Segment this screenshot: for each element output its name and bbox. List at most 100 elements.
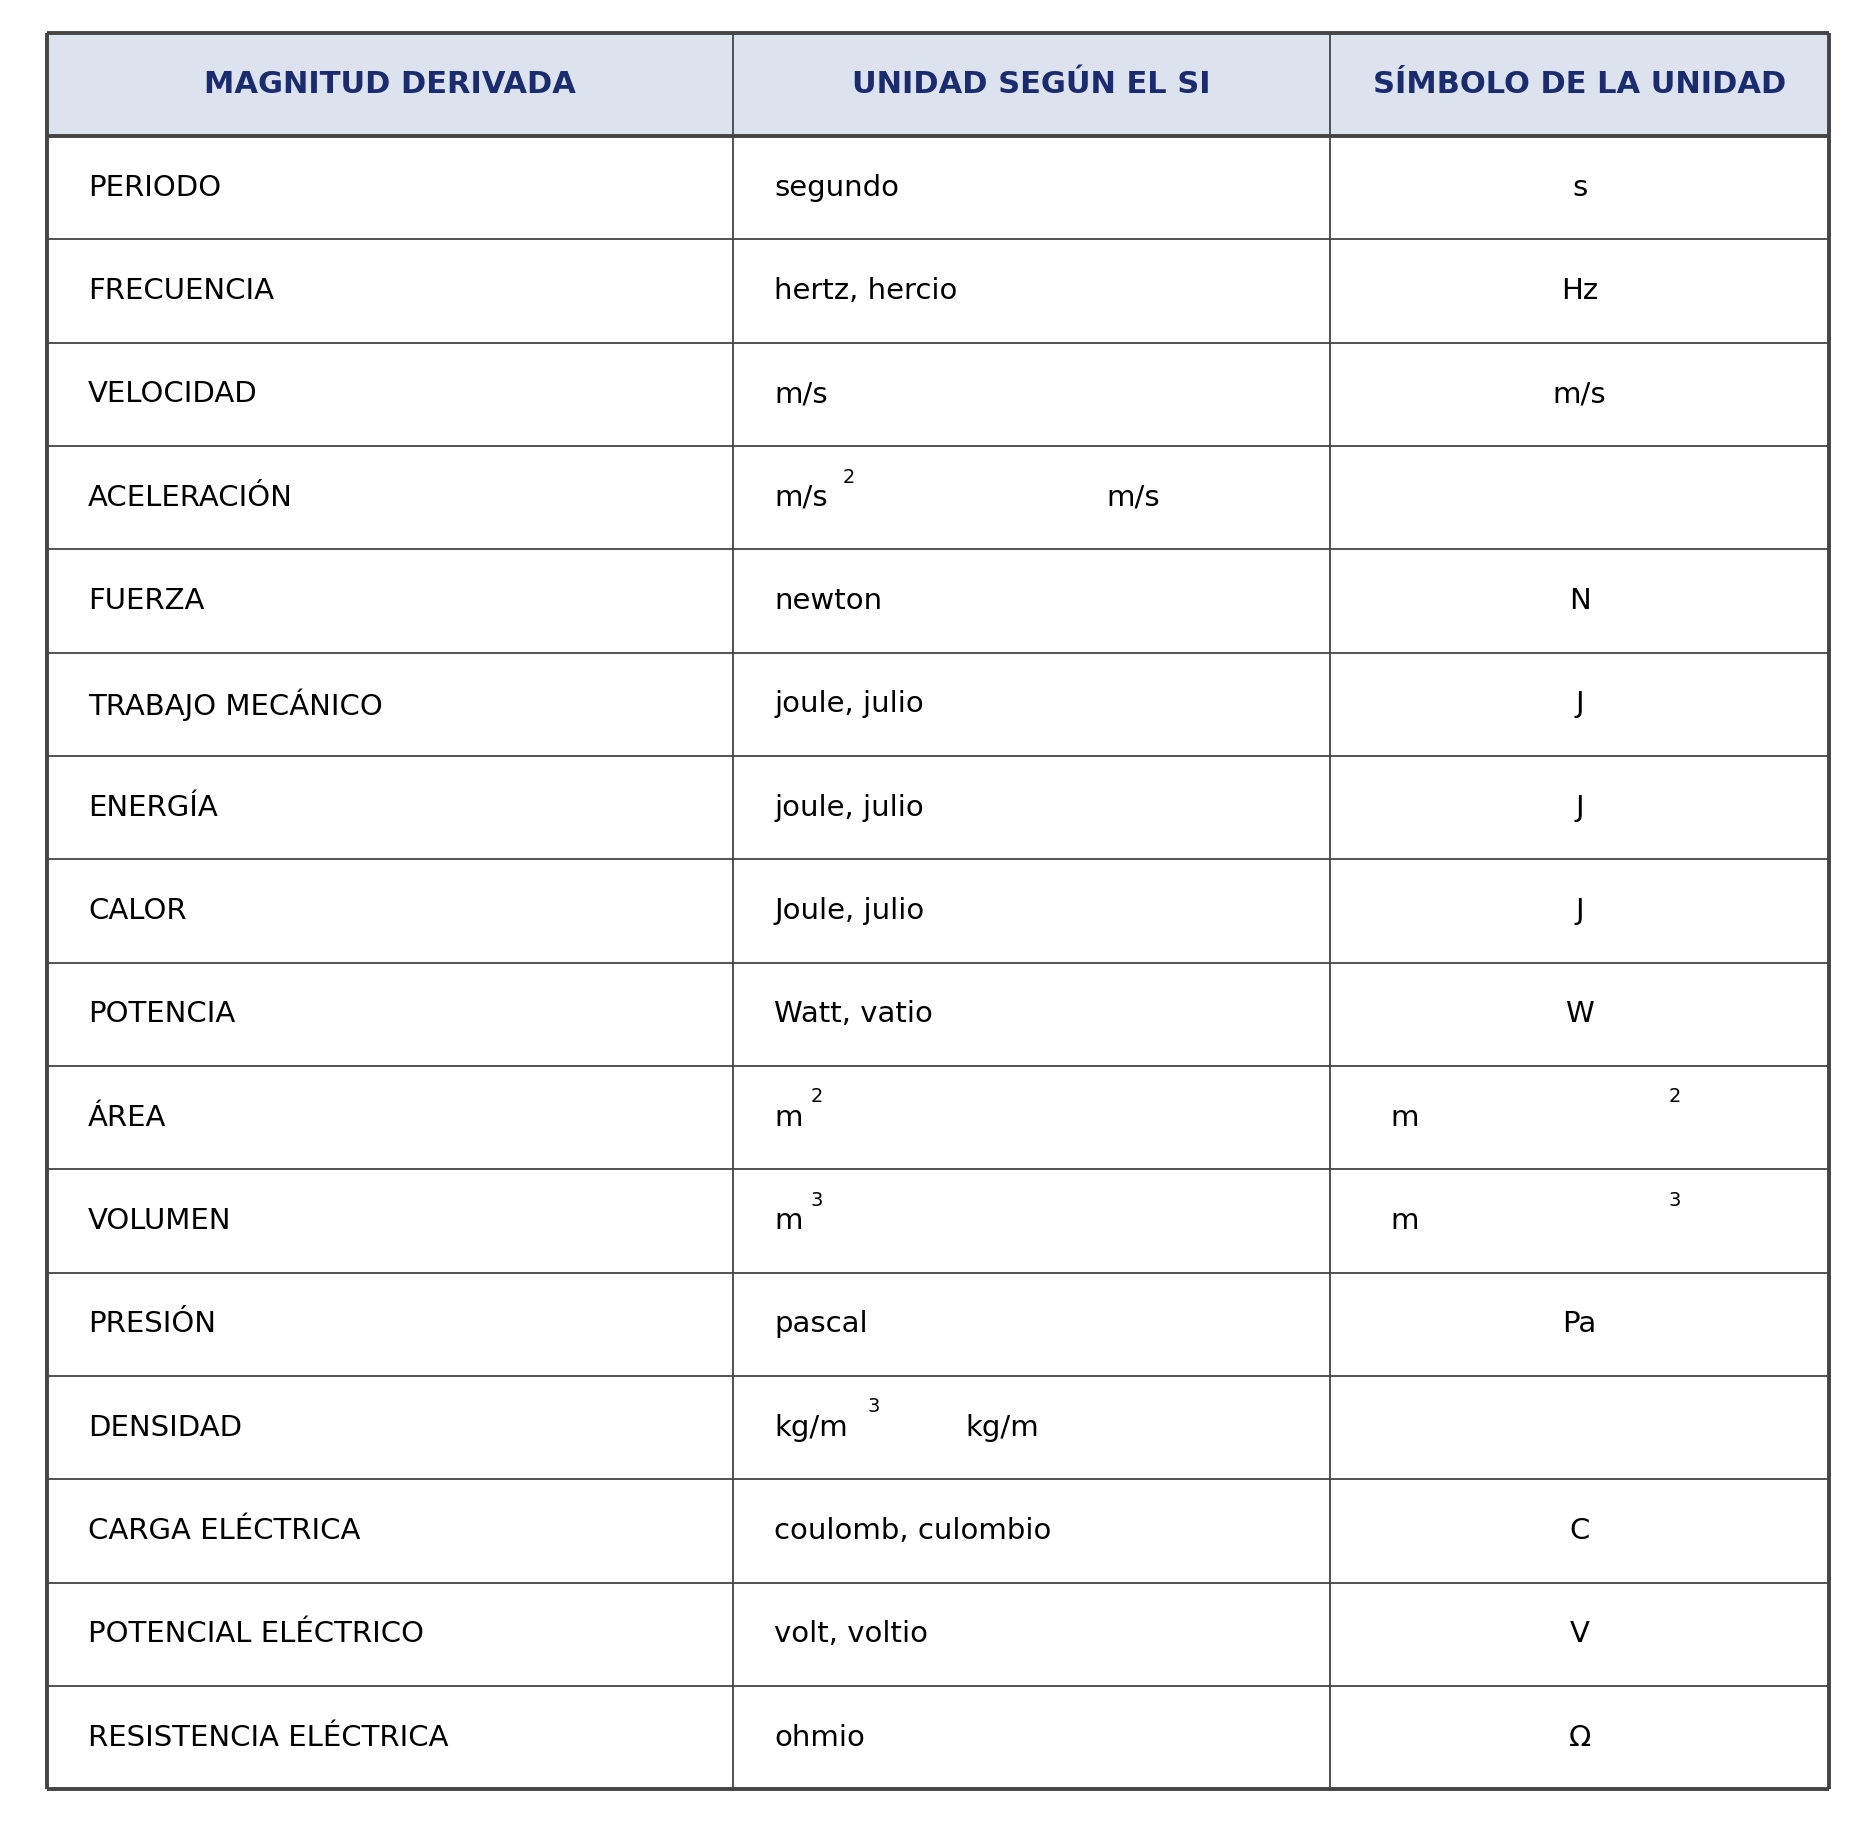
Text: volt, voltio: volt, voltio: [775, 1620, 929, 1649]
Bar: [47, 1376, 734, 1479]
Bar: [734, 1583, 1330, 1685]
Text: VELOCIDAD: VELOCIDAD: [88, 381, 257, 408]
Text: coulomb, culombio: coulomb, culombio: [775, 1518, 1052, 1545]
Bar: [47, 962, 734, 1066]
Bar: [734, 1479, 1330, 1583]
Bar: [1330, 1272, 1829, 1376]
Text: 2: 2: [1668, 1088, 1681, 1106]
Bar: [734, 446, 1330, 550]
Bar: [734, 756, 1330, 860]
Text: Hz: Hz: [1561, 277, 1598, 304]
Text: 3: 3: [867, 1397, 880, 1416]
Text: UNIDAD SEGÚN EL SI: UNIDAD SEGÚN EL SI: [852, 69, 1210, 98]
Bar: [47, 343, 734, 446]
Text: C: C: [1570, 1518, 1589, 1545]
Bar: [1330, 1583, 1829, 1685]
Bar: [734, 962, 1330, 1066]
Bar: [47, 1066, 734, 1170]
Text: 2: 2: [842, 468, 854, 486]
Text: kg/m: kg/m: [775, 1414, 848, 1441]
Text: SÍMBOLO DE LA UNIDAD: SÍMBOLO DE LA UNIDAD: [1373, 69, 1786, 98]
Text: joule, julio: joule, julio: [775, 691, 925, 718]
Bar: [47, 652, 734, 756]
Text: s: s: [1572, 173, 1587, 202]
Bar: [734, 860, 1330, 962]
Bar: [1330, 1376, 1829, 1479]
Text: ohmio: ohmio: [775, 1724, 865, 1751]
Text: 2: 2: [810, 1088, 824, 1106]
Bar: [734, 652, 1330, 756]
Text: CARGA ELÉCTRICA: CARGA ELÉCTRICA: [88, 1518, 360, 1545]
Bar: [47, 1583, 734, 1685]
Text: MAGNITUD DERIVADA: MAGNITUD DERIVADA: [204, 69, 576, 98]
Text: J: J: [1576, 896, 1583, 926]
Text: DENSIDAD: DENSIDAD: [88, 1414, 242, 1441]
Bar: [734, 137, 1330, 239]
Bar: [1330, 550, 1829, 652]
Text: POTENCIA: POTENCIA: [88, 1000, 234, 1028]
Text: V: V: [1570, 1620, 1589, 1649]
Text: newton: newton: [775, 587, 882, 616]
Bar: [734, 1066, 1330, 1170]
Text: m: m: [1390, 1104, 1418, 1131]
Text: TRABAJO MECÁNICO: TRABAJO MECÁNICO: [88, 689, 383, 722]
Bar: [47, 239, 734, 343]
Text: N: N: [1568, 587, 1591, 616]
Text: m/s: m/s: [1553, 381, 1606, 408]
Text: joule, julio: joule, julio: [775, 794, 925, 822]
Text: RESISTENCIA ELÉCTRICA: RESISTENCIA ELÉCTRICA: [88, 1724, 448, 1751]
Bar: [734, 1170, 1330, 1272]
Bar: [1330, 1170, 1829, 1272]
Text: Watt, vatio: Watt, vatio: [775, 1000, 932, 1028]
Text: CALOR: CALOR: [88, 896, 188, 926]
Bar: [47, 446, 734, 550]
Bar: [734, 343, 1330, 446]
Text: segundo: segundo: [775, 173, 899, 202]
Text: 3: 3: [1668, 1192, 1681, 1210]
Bar: [1330, 860, 1829, 962]
Text: J: J: [1576, 794, 1583, 822]
Bar: [47, 1479, 734, 1583]
Bar: [1330, 343, 1829, 446]
Text: m: m: [775, 1104, 803, 1131]
Text: W: W: [1565, 1000, 1595, 1028]
Bar: [47, 860, 734, 962]
Bar: [1330, 652, 1829, 756]
Text: VOLUMEN: VOLUMEN: [88, 1206, 231, 1235]
Text: m/s: m/s: [775, 483, 827, 512]
Text: FRECUENCIA: FRECUENCIA: [88, 277, 274, 304]
Bar: [1330, 137, 1829, 239]
Bar: [734, 33, 1330, 137]
Text: ACELERACIÓN: ACELERACIÓN: [88, 483, 293, 512]
Text: FUERZA: FUERZA: [88, 587, 204, 616]
Bar: [1330, 446, 1829, 550]
Text: PRESIÓN: PRESIÓN: [88, 1310, 216, 1339]
Bar: [47, 1272, 734, 1376]
Bar: [47, 550, 734, 652]
Bar: [1330, 1479, 1829, 1583]
Text: Ω: Ω: [1568, 1724, 1591, 1751]
Text: PERIODO: PERIODO: [88, 173, 221, 202]
Bar: [1330, 756, 1829, 860]
Text: Joule, julio: Joule, julio: [775, 896, 925, 926]
Bar: [734, 1685, 1330, 1789]
Bar: [734, 239, 1330, 343]
Text: pascal: pascal: [775, 1310, 869, 1339]
Text: hertz, hercio: hertz, hercio: [775, 277, 957, 304]
Text: J: J: [1576, 691, 1583, 718]
Bar: [47, 1170, 734, 1272]
Text: m/s: m/s: [775, 381, 827, 408]
Bar: [1330, 1066, 1829, 1170]
Bar: [47, 756, 734, 860]
Bar: [1330, 1685, 1829, 1789]
Bar: [1330, 962, 1829, 1066]
Bar: [734, 1376, 1330, 1479]
Text: m/s: m/s: [1107, 483, 1161, 512]
Bar: [734, 1272, 1330, 1376]
Bar: [734, 550, 1330, 652]
Text: 3: 3: [810, 1192, 824, 1210]
Text: POTENCIAL ELÉCTRICO: POTENCIAL ELÉCTRICO: [88, 1620, 424, 1649]
Bar: [47, 137, 734, 239]
Bar: [1330, 33, 1829, 137]
Text: m: m: [1390, 1206, 1418, 1235]
